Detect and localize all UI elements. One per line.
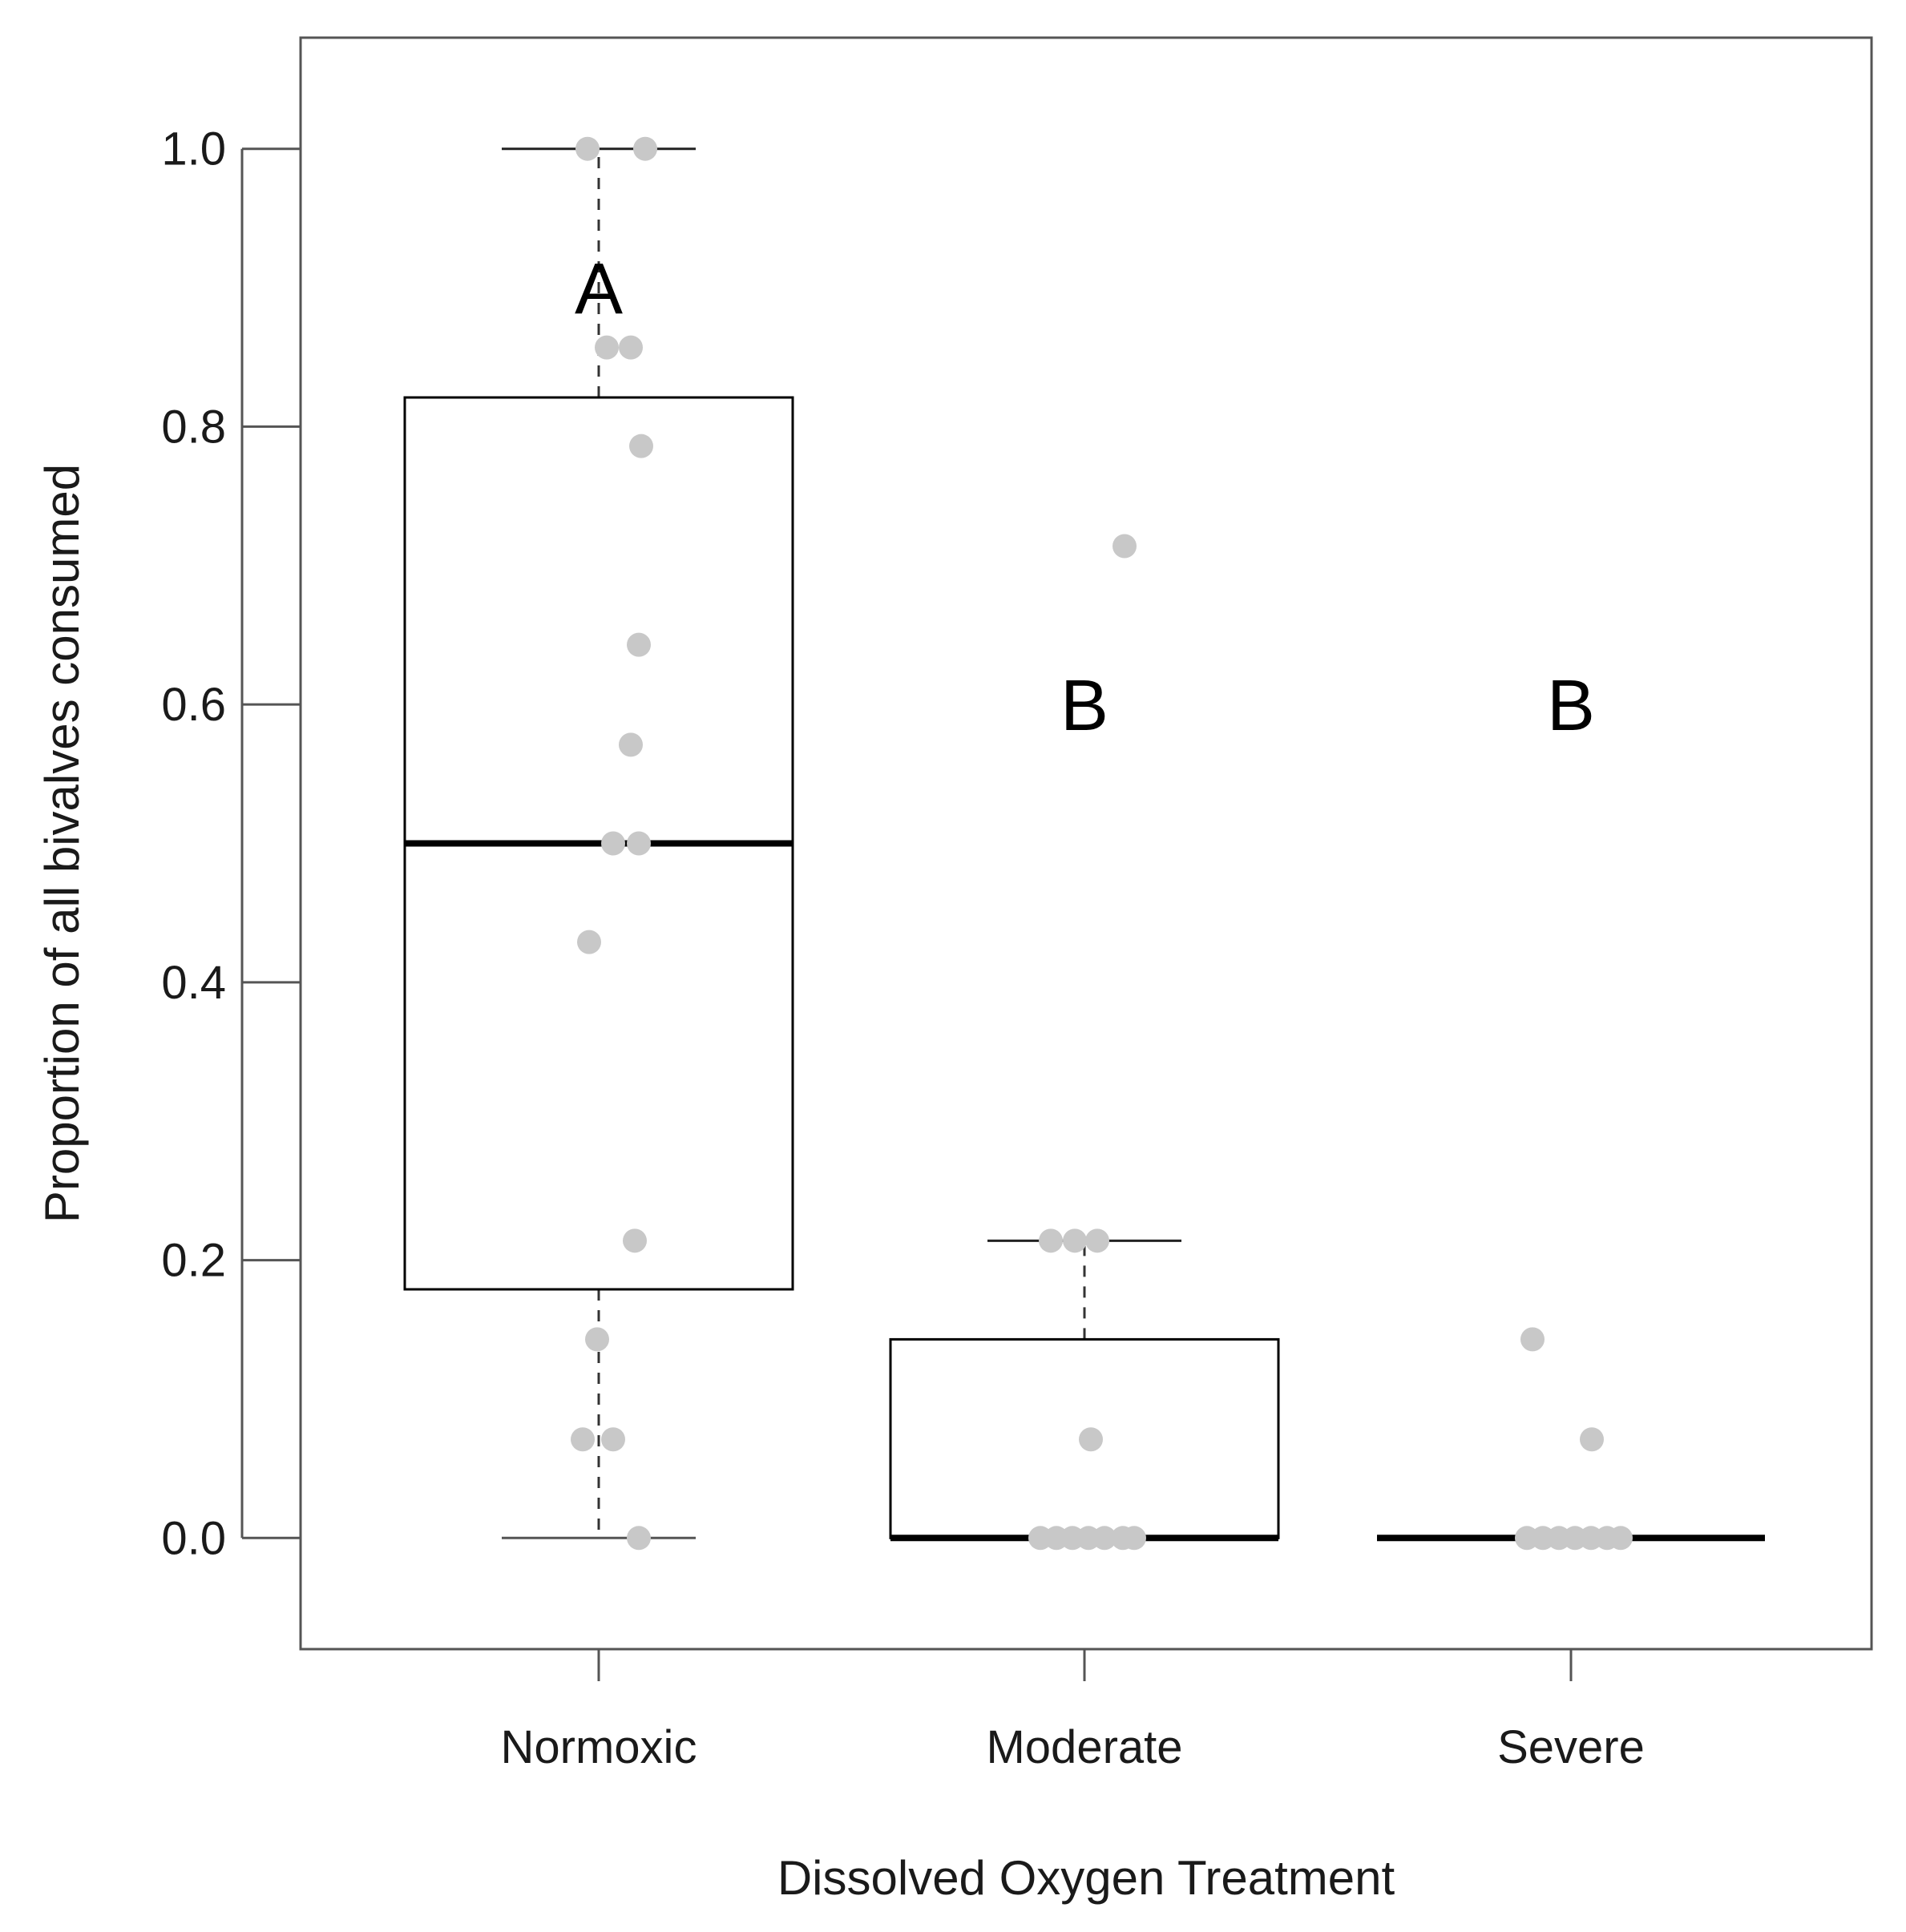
data-point [601, 831, 625, 856]
data-point [577, 930, 601, 954]
data-point [1520, 1327, 1545, 1352]
y-tick-label: 1.0 [161, 123, 226, 175]
data-point [1122, 1526, 1146, 1551]
data-point [585, 1327, 609, 1352]
y-tick-label: 0.2 [161, 1235, 226, 1287]
data-point [619, 732, 643, 757]
x-axis-title: Dissolved Oxygen Treatment [777, 1851, 1395, 1905]
data-point [629, 434, 653, 458]
data-point [571, 1427, 595, 1452]
data-point [1609, 1526, 1633, 1551]
data-point [601, 1427, 625, 1452]
labels-layer: A B B [575, 249, 1595, 746]
data-point [627, 831, 651, 856]
x-tick-label: Severe [1497, 1721, 1645, 1773]
y-axis-title: Proportion of all bivalves consumed [35, 464, 89, 1223]
x-tick-label: Moderate [986, 1721, 1182, 1773]
axes-layer: 0.0 0.2 0.4 0.6 0.8 1.0 Normoxic Moderate Severe… [35, 36, 1873, 1905]
data-point [619, 335, 643, 360]
plot-frame [299, 36, 1873, 1651]
significance-letter: B [1060, 666, 1108, 746]
data-point [1063, 1228, 1087, 1253]
data-point [1580, 1427, 1604, 1452]
data-point [627, 632, 651, 657]
boxes-layer [403, 147, 1765, 1542]
data-point [633, 136, 657, 161]
x-tick-label: Normoxic [501, 1721, 697, 1773]
y-tick-label: 0.8 [161, 401, 226, 453]
data-point [1079, 1427, 1103, 1452]
data-point [1039, 1228, 1063, 1253]
data-point [623, 1228, 647, 1253]
significance-letter: A [575, 249, 623, 329]
y-tick-label: 0.4 [161, 957, 226, 1009]
y-tick-label: 0.6 [161, 679, 226, 731]
data-point [627, 1526, 651, 1551]
data-point [1085, 1228, 1109, 1253]
points-layer [571, 136, 1633, 1551]
data-point [1092, 1526, 1117, 1551]
significance-letter: B [1547, 666, 1595, 746]
y-tick-label: 0.0 [161, 1512, 226, 1564]
data-point [1113, 534, 1137, 559]
data-point [575, 136, 600, 161]
data-point [595, 335, 619, 360]
